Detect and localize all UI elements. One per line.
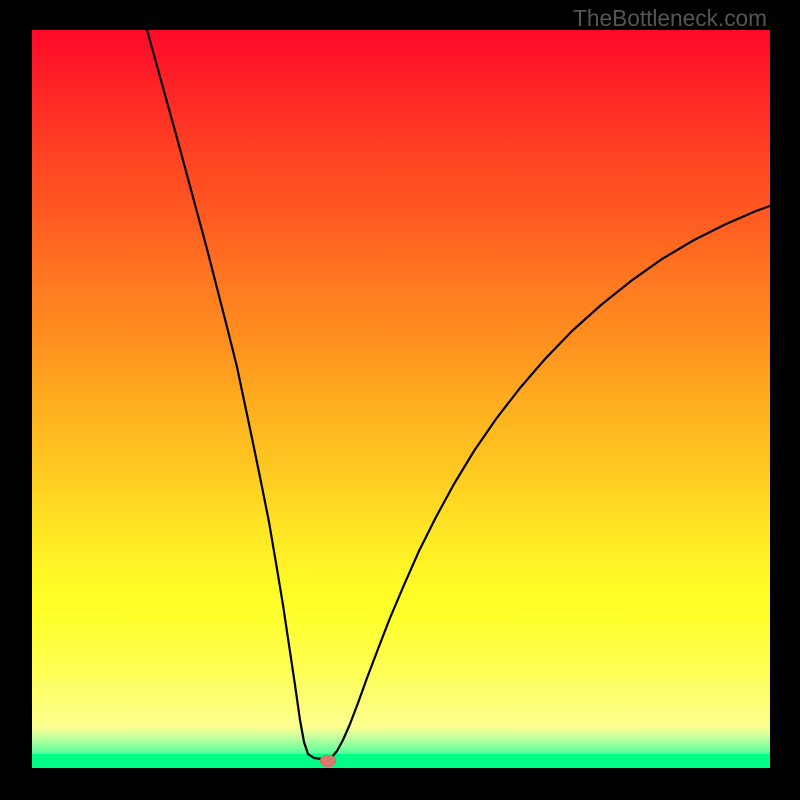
chart-frame: TheBottleneck.com [0,0,800,800]
watermark-text: TheBottleneck.com [573,5,767,32]
curve-layer [32,30,770,768]
minimum-marker [320,755,336,767]
plot-area [32,30,770,768]
bottleneck-curve [147,30,770,759]
